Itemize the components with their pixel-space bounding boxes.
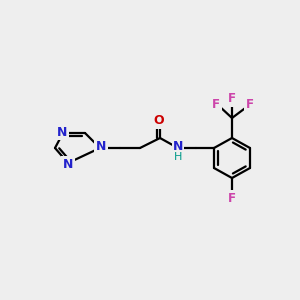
Text: F: F xyxy=(212,98,220,110)
Text: N: N xyxy=(63,158,73,170)
Text: N: N xyxy=(57,125,67,139)
Text: H: H xyxy=(174,152,182,162)
Text: O: O xyxy=(154,115,164,128)
Text: N: N xyxy=(96,140,106,154)
Text: F: F xyxy=(228,92,236,106)
Text: F: F xyxy=(228,191,236,205)
Text: N: N xyxy=(173,140,183,154)
Text: F: F xyxy=(246,98,254,112)
